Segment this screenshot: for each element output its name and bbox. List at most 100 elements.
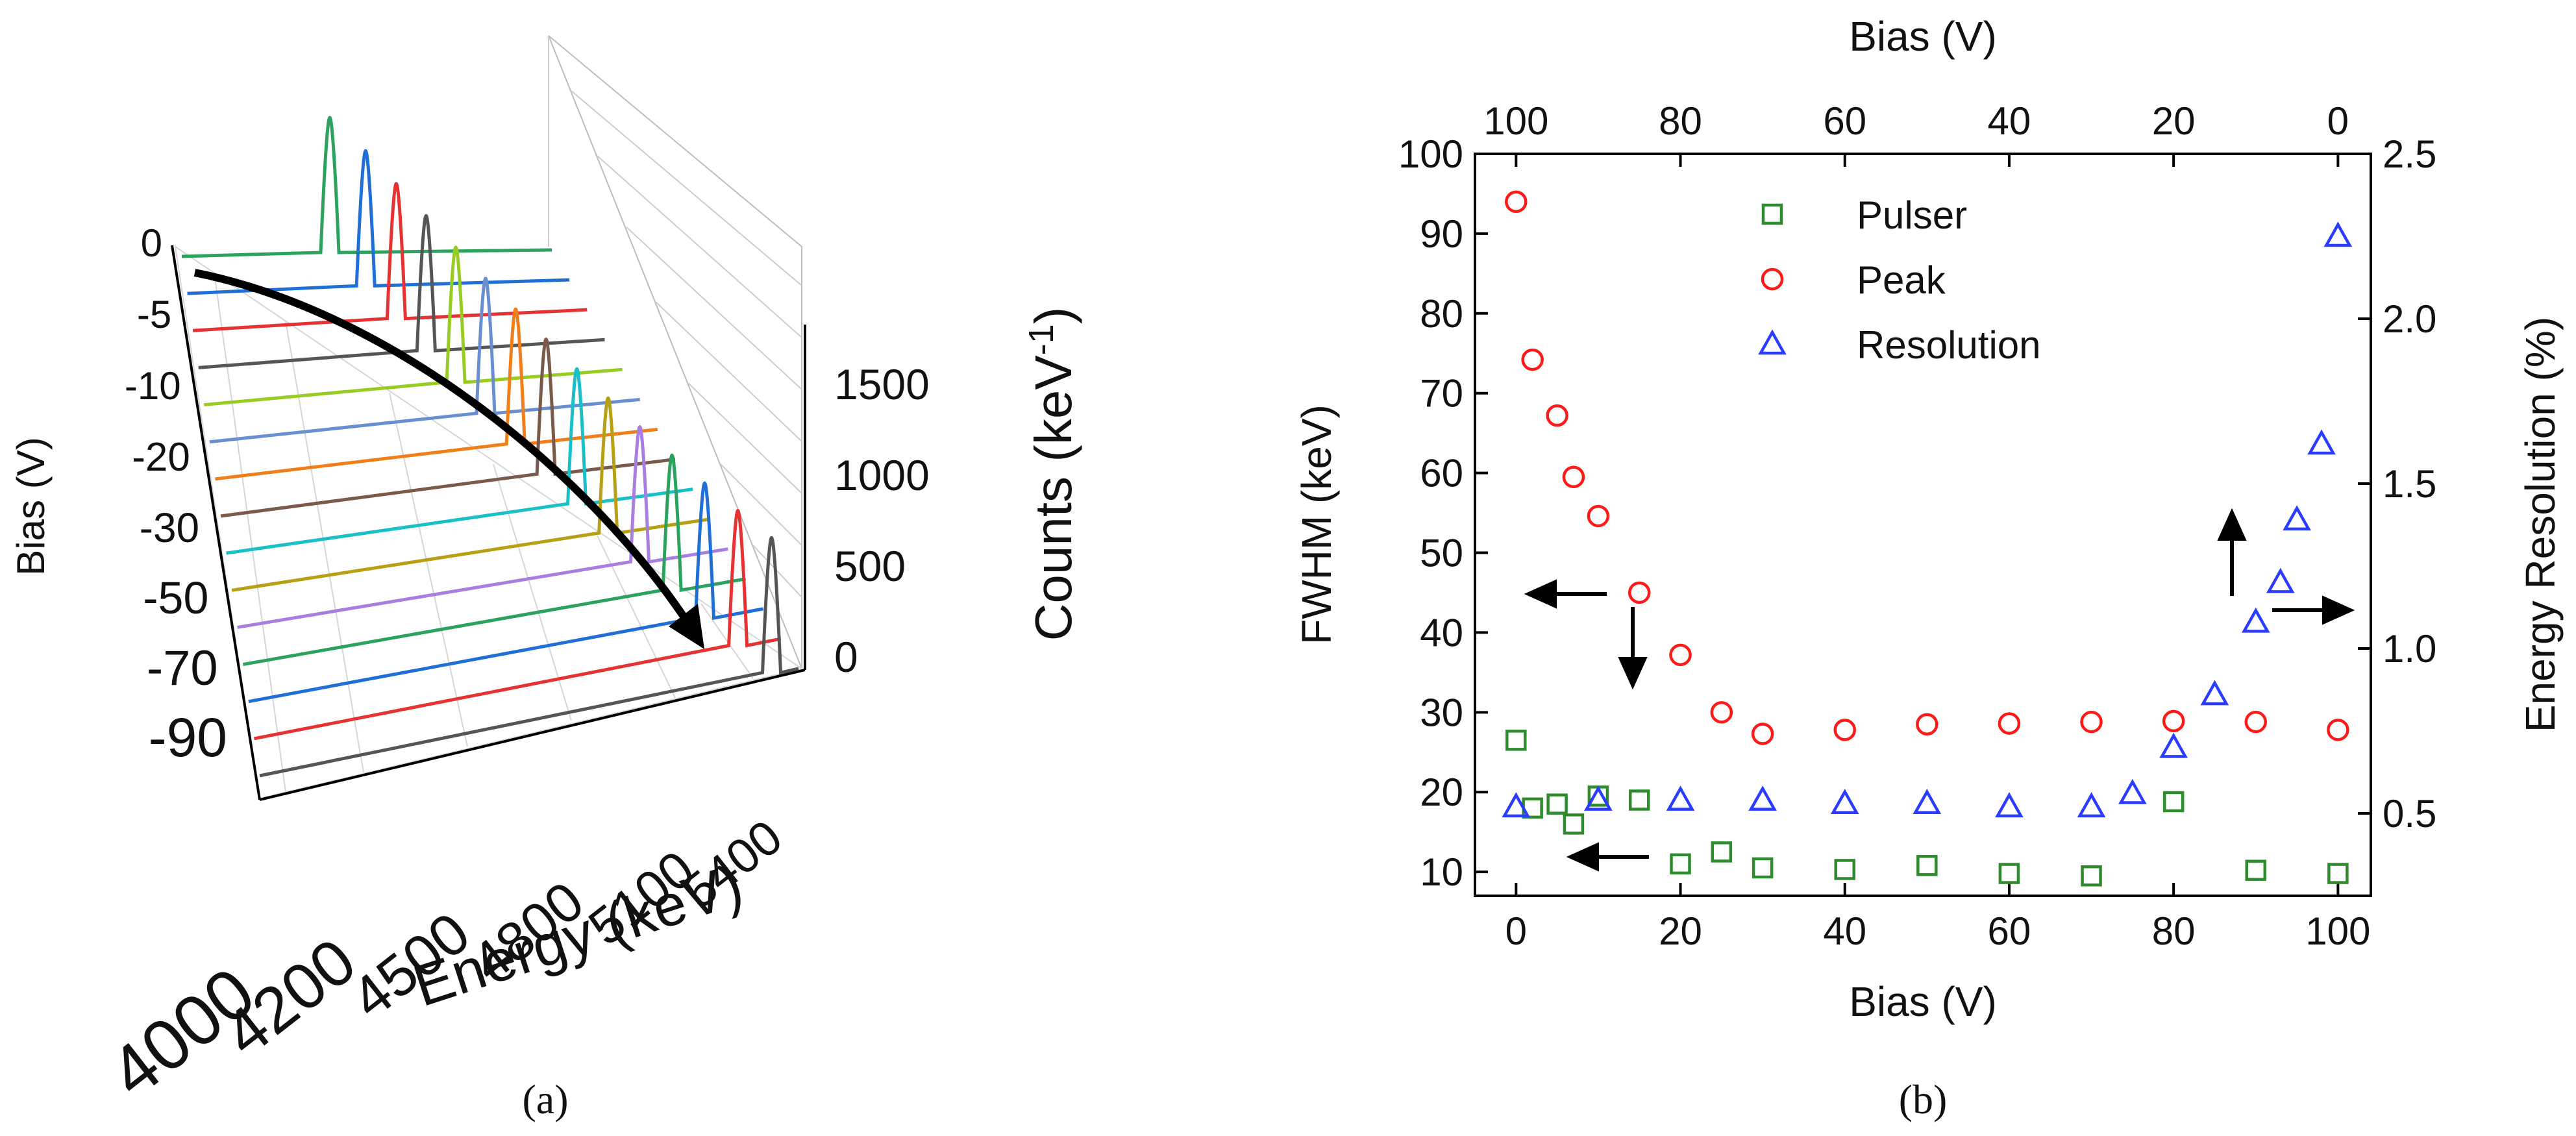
pulser-point — [1998, 863, 2020, 884]
legend-resolution-marker — [1758, 329, 1787, 355]
legend-peak-marker — [1761, 267, 1784, 291]
bias-axis-tick-labels: 0 -5 -10 -20 -30 -50 -70 -90 — [125, 221, 227, 768]
y2-tick-label: 2.0 — [2383, 297, 2436, 341]
counts-tick-label: 500 — [834, 542, 906, 590]
peak-point — [1505, 190, 1528, 213]
waterfall-trace — [220, 337, 676, 518]
panel-b-label: (b) — [1899, 1076, 1948, 1122]
top-x-tick-label: 100 — [1483, 99, 1548, 143]
top-x-tick-label: 20 — [2152, 99, 2196, 143]
resolution-point — [2118, 778, 2147, 804]
peak-point — [2244, 710, 2268, 734]
y-tick-label: 50 — [1420, 532, 1463, 575]
resolution-point — [2307, 429, 2336, 455]
pulser-point — [2327, 863, 2349, 884]
resolution-point — [1913, 789, 1942, 815]
waterfall-trace — [259, 536, 799, 778]
waterfall-traces — [181, 116, 799, 778]
resolution-point — [2323, 221, 2353, 247]
counts-tick-label: 0 — [834, 633, 858, 681]
x-tick-label: 60 — [1988, 909, 2031, 953]
resolution-point — [2283, 505, 2311, 531]
x-tick-label: 80 — [2152, 909, 2196, 953]
y-tick-label: 30 — [1420, 691, 1463, 734]
bias-tick-label: -50 — [143, 573, 208, 623]
resolution-point — [2077, 792, 2106, 818]
peak-point — [2327, 719, 2349, 741]
peak-point — [1628, 581, 1651, 604]
top-x-tick-label: 80 — [1659, 99, 1702, 143]
y-tick-label: 70 — [1420, 372, 1463, 415]
legend: Pulser Peak Resolution — [1758, 193, 2041, 367]
peak-point — [2162, 710, 2185, 733]
top-x-axis-title: Bias (V) — [1849, 13, 1997, 60]
peak-point — [1562, 465, 1585, 489]
bias-tick-label: -70 — [147, 641, 218, 696]
axis-hint-arrows — [1524, 508, 2355, 872]
waterfall-trace — [226, 367, 693, 555]
panel-a-waterfall-chart: 0-5-10-20-30-50-70-90 400042004500480051… — [9, 35, 1082, 1122]
legend-label: Peak — [1857, 258, 1946, 302]
pulser-point — [2162, 791, 2185, 813]
pulser-point — [1505, 730, 1527, 751]
peak-point — [1751, 722, 1774, 745]
x-tick-label: 40 — [1823, 909, 1866, 953]
waterfall-trace — [198, 214, 605, 369]
bias-tick-label: -10 — [125, 364, 181, 408]
y-tick-label: 10 — [1420, 850, 1463, 894]
peak-point — [1833, 719, 1856, 741]
legend-label: Resolution — [1857, 323, 2041, 367]
bias-direction-arrow — [193, 269, 704, 649]
bias-tick-label: -20 — [132, 435, 190, 480]
top-x-tick-labels: 100 80 60 40 20 0 — [1483, 99, 2349, 143]
bottom-x-axis-title: Bias (V) — [1849, 978, 1997, 1025]
y-tick-label: 90 — [1420, 212, 1463, 256]
peak-point — [1587, 504, 1610, 528]
counts-tick-label: 1500 — [834, 360, 930, 408]
resolution-point — [1666, 785, 1695, 811]
waterfall-trace — [204, 245, 623, 407]
peak-point — [1710, 701, 1733, 724]
pulser-point — [1916, 855, 1938, 876]
energy-tick-label: 4200 — [210, 924, 369, 1070]
waterfall-trace — [215, 307, 658, 481]
plot-frame — [1474, 153, 2372, 897]
y-tick-label: 20 — [1420, 771, 1463, 814]
resolution-point — [2266, 567, 2295, 593]
waterfall-trace — [248, 481, 764, 704]
resolution-point — [2159, 732, 2188, 758]
pulser-point — [1752, 857, 1774, 879]
y-tick-label: 80 — [1420, 292, 1463, 336]
counts-tick-label: 1000 — [834, 451, 930, 499]
waterfall-bias-axis-title: Bias (V) — [9, 437, 53, 575]
tick-marks — [1475, 153, 2371, 896]
top-x-tick-label: 40 — [1988, 99, 2031, 143]
y2-tick-label: 1.5 — [2383, 462, 2436, 506]
peak-point — [1521, 348, 1544, 371]
resolution-point — [1502, 792, 1531, 818]
panel-a-label: (a) — [522, 1076, 568, 1122]
pulser-point — [1628, 789, 1650, 811]
waterfall-trace — [237, 425, 728, 629]
peak-point — [1669, 643, 1692, 667]
bias-tick-label: -5 — [137, 293, 171, 336]
bias-tick-label: -30 — [140, 504, 200, 551]
waterfall-trace — [253, 508, 782, 741]
resolution-point — [1830, 789, 1859, 815]
legend-label: Pulser — [1857, 193, 1967, 237]
resolution-point — [2200, 680, 2229, 706]
waterfall-trace — [209, 277, 640, 444]
y-tick-label: 100 — [1398, 132, 1463, 176]
waterfall-counts-axis-title: Counts (keV-1) — [1022, 307, 1082, 641]
peak-point — [2080, 710, 2103, 734]
resolution-point — [1584, 785, 1613, 811]
pulser-point — [1711, 841, 1733, 863]
y2-tick-label: 1.0 — [2383, 627, 2436, 671]
bottom-x-tick-labels: 0 20 40 60 80 100 — [1505, 909, 2371, 953]
waterfall-trace — [181, 116, 552, 258]
pulser-point — [1546, 793, 1568, 815]
back-wall-grid — [548, 35, 802, 669]
x-tick-label: 100 — [2305, 909, 2370, 953]
y-tick-label: 40 — [1420, 611, 1463, 654]
